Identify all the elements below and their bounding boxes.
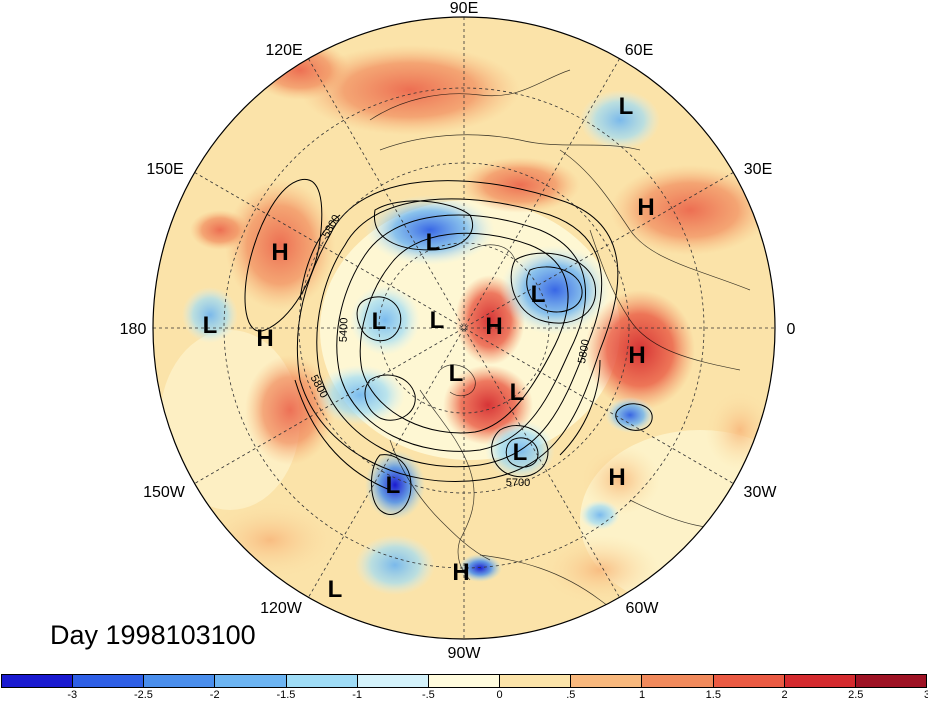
colorbar-tick-label: 2.5	[848, 689, 864, 701]
colorbar-tick-label: -1	[352, 689, 363, 701]
pressure-center-low: L	[513, 439, 528, 466]
colorbar-segment	[855, 675, 927, 687]
pressure-center-low: L	[386, 472, 401, 499]
pressure-centers: L H H L H L L L H L L L H H L L H L	[203, 93, 655, 603]
lon-label-120w: 120W	[260, 600, 303, 617]
colorbar-tick-label: 2	[781, 689, 788, 701]
pressure-center-high: H	[256, 325, 273, 352]
colorbar-tick-label: .5	[566, 689, 576, 701]
graticule	[153, 17, 775, 639]
colorbar-segment	[784, 675, 856, 687]
lon-label-0: 0	[787, 321, 796, 338]
pressure-center-high: H	[271, 239, 288, 266]
colorbar-segment	[2, 675, 74, 687]
height-contours	[244, 178, 653, 515]
colorbar-tick-label: -.5	[421, 689, 435, 701]
colorbar-tick-label: 3	[923, 689, 928, 701]
colorbar-segment	[642, 675, 714, 687]
colorbar-segment	[357, 675, 429, 687]
anomaly-field	[153, 17, 775, 639]
colorbar-segment	[215, 675, 287, 687]
colorbar-segment	[286, 675, 358, 687]
colorbar-tick-label: 1.5	[705, 689, 721, 701]
map-boundary	[152, 16, 776, 640]
pressure-center-high: H	[628, 342, 645, 369]
colorbar-segment	[144, 675, 216, 687]
colorbar-segment	[713, 675, 785, 687]
colorbar-tick-label: 1	[639, 689, 646, 701]
colorbar-segment	[428, 675, 501, 687]
date-label: Day 1998103100	[50, 620, 256, 650]
lon-label-90e: 90E	[450, 0, 478, 17]
pressure-center-low: L	[328, 576, 343, 603]
pressure-center-high: H	[608, 464, 625, 491]
pressure-center-low: L	[430, 307, 445, 334]
lon-label-60e: 60E	[625, 42, 653, 59]
colorbar-tick-labels: -3 -2.5 -2 -1.5 -1 -.5 0 .5 1 1.5 2 2.5 3	[0, 689, 928, 703]
lon-label-60w: 60W	[626, 600, 660, 617]
colorbar-tick-label: -2	[209, 689, 220, 701]
contour-label: 5700	[506, 477, 530, 489]
pressure-center-low: L	[510, 379, 525, 406]
lon-label-150e: 150E	[146, 161, 183, 178]
colorbar-tick-label: 0	[496, 689, 503, 701]
pressure-center-low: L	[531, 281, 546, 308]
pressure-center-low: L	[372, 308, 387, 335]
pressure-center-high: H	[485, 313, 502, 340]
colorbar-segment	[571, 675, 643, 687]
lon-label-180: 180	[120, 321, 147, 338]
pressure-center-low: L	[426, 229, 441, 256]
colorbar-segment	[73, 675, 145, 687]
lon-label-90w: 90W	[448, 645, 482, 662]
colorbar-tick-label: -1.5	[276, 689, 296, 701]
pressure-center-high: H	[637, 194, 654, 221]
lon-label-30e: 30E	[744, 161, 772, 178]
lon-label-30w: 30W	[744, 484, 778, 501]
lon-label-120e: 120E	[265, 42, 302, 59]
colorbar-segment	[500, 675, 572, 687]
colorbar-tick-label: -2.5	[133, 689, 153, 701]
colorbar-tick-label: -3	[67, 689, 78, 701]
pressure-center-low: L	[619, 93, 634, 120]
pressure-center-low: L	[203, 312, 218, 339]
contour-label: 5800	[576, 338, 592, 364]
pressure-center-high: H	[452, 559, 469, 586]
lon-label-150w: 150W	[143, 484, 186, 501]
contour-label: 5400	[338, 317, 351, 342]
pressure-center-low: L	[449, 360, 464, 387]
colorbar	[1, 674, 927, 688]
